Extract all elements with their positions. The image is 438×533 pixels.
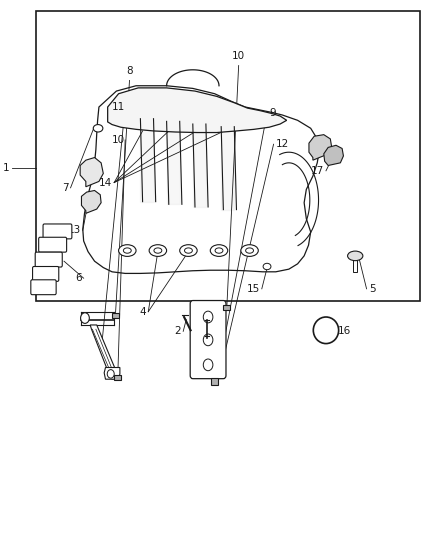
Text: 6: 6 xyxy=(75,273,81,283)
Ellipse shape xyxy=(119,245,136,256)
Ellipse shape xyxy=(93,125,103,132)
Ellipse shape xyxy=(241,245,258,256)
FancyBboxPatch shape xyxy=(35,252,62,267)
Text: 4: 4 xyxy=(139,306,146,317)
Ellipse shape xyxy=(246,248,254,253)
Text: 11: 11 xyxy=(112,102,125,112)
Circle shape xyxy=(203,359,213,370)
Text: 7: 7 xyxy=(62,183,68,193)
Ellipse shape xyxy=(210,245,228,256)
Polygon shape xyxy=(108,88,287,133)
Ellipse shape xyxy=(215,248,223,253)
Text: 10: 10 xyxy=(112,135,125,145)
FancyBboxPatch shape xyxy=(43,224,72,239)
FancyBboxPatch shape xyxy=(39,237,67,252)
Text: 10: 10 xyxy=(232,51,245,61)
Bar xyxy=(35,11,420,301)
Polygon shape xyxy=(90,325,118,379)
Text: 15: 15 xyxy=(246,284,260,294)
Circle shape xyxy=(203,334,213,346)
Text: 3: 3 xyxy=(201,337,207,347)
Text: 8: 8 xyxy=(126,66,133,76)
Ellipse shape xyxy=(149,245,166,256)
Ellipse shape xyxy=(263,263,271,270)
Ellipse shape xyxy=(348,251,363,261)
FancyBboxPatch shape xyxy=(31,280,56,295)
Polygon shape xyxy=(211,378,218,384)
Text: 16: 16 xyxy=(338,326,351,336)
Ellipse shape xyxy=(124,248,131,253)
Polygon shape xyxy=(324,146,343,165)
Ellipse shape xyxy=(184,248,192,253)
Bar xyxy=(353,256,357,272)
Ellipse shape xyxy=(180,245,197,256)
Text: 17: 17 xyxy=(311,166,324,176)
Polygon shape xyxy=(83,86,319,273)
FancyBboxPatch shape xyxy=(32,266,59,281)
Circle shape xyxy=(107,369,114,378)
Text: 5: 5 xyxy=(369,284,375,294)
Circle shape xyxy=(203,311,213,323)
FancyBboxPatch shape xyxy=(190,301,226,378)
Polygon shape xyxy=(80,158,103,187)
Text: 14: 14 xyxy=(99,177,112,188)
Polygon shape xyxy=(112,313,119,318)
Polygon shape xyxy=(81,190,101,213)
Ellipse shape xyxy=(154,248,162,253)
Ellipse shape xyxy=(313,317,339,344)
Circle shape xyxy=(81,313,89,324)
Text: 1: 1 xyxy=(3,163,10,173)
Polygon shape xyxy=(104,368,120,379)
Polygon shape xyxy=(223,305,230,310)
Text: 9: 9 xyxy=(269,108,276,118)
Text: 13: 13 xyxy=(67,225,81,236)
Polygon shape xyxy=(309,135,332,160)
Text: 12: 12 xyxy=(276,139,289,149)
Polygon shape xyxy=(114,375,121,380)
Text: 2: 2 xyxy=(174,326,181,336)
